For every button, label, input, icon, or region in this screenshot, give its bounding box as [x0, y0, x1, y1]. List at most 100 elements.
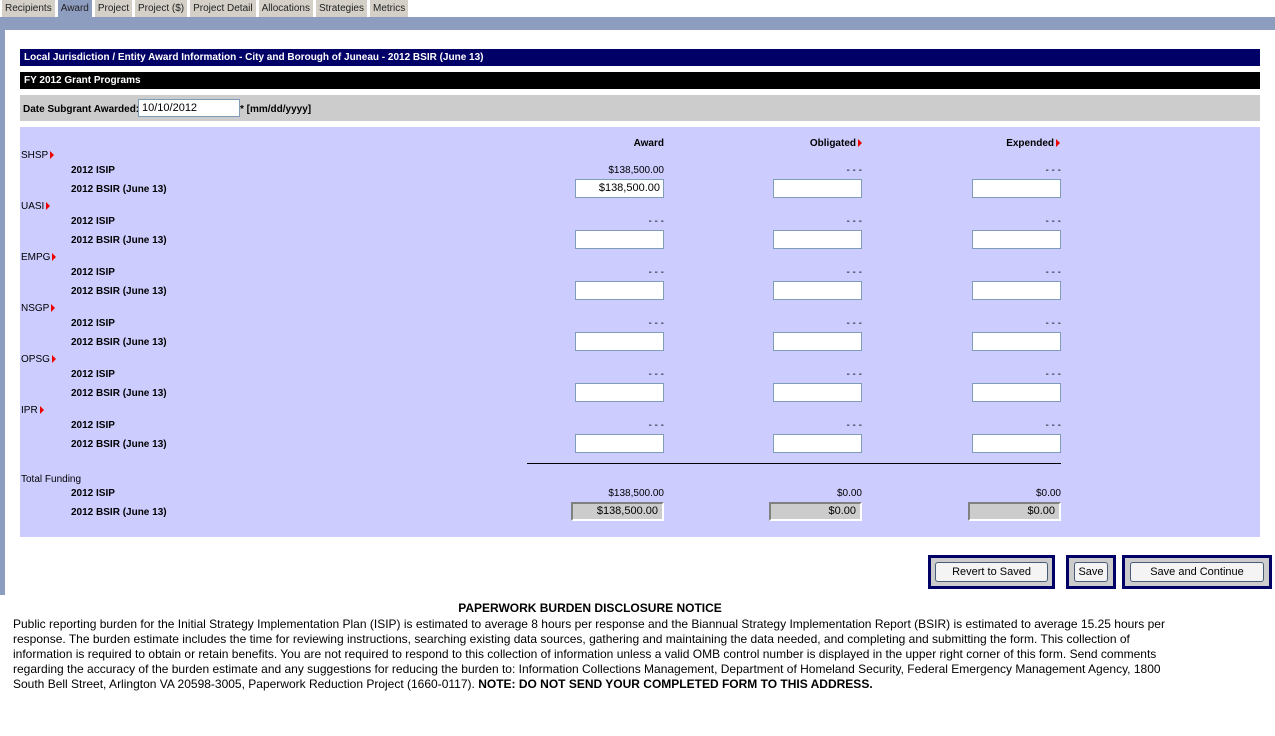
bsir-expended-input[interactable] [972, 383, 1061, 402]
isip-expended-value: - - - [1045, 318, 1061, 329]
bsir-obligated-input[interactable] [773, 332, 862, 351]
isip-label: 2012 ISIP [71, 369, 115, 380]
column-award: Award [633, 138, 664, 149]
tab-recipients[interactable]: Recipients [2, 0, 55, 17]
revert-button-frame: Revert to Saved [928, 555, 1055, 589]
grant-programs-panel: Award Obligated Expended Total Funding 2… [20, 127, 1260, 537]
page-title: Local Jurisdiction / Entity Award Inform… [20, 49, 1260, 66]
program-shsp[interactable]: SHSP [21, 150, 55, 161]
bsir-award-input[interactable] [575, 332, 664, 351]
bsir-expended-input[interactable] [972, 434, 1061, 453]
bsir-award-input[interactable]: $138,500.00 [575, 179, 664, 198]
total-isip-award: $138,500.00 [608, 488, 664, 499]
expand-arrow-icon[interactable] [52, 253, 57, 261]
date-format-hint: * [mm/dd/yyyy] [240, 104, 312, 115]
isip-obligated-value: - - - [846, 216, 862, 227]
isip-award-value: - - - [648, 318, 664, 329]
program-uasi[interactable]: UASI [21, 201, 51, 212]
notice-text: Public reporting burden for the Initial … [13, 617, 1165, 691]
tab-strategies[interactable]: Strategies [315, 0, 367, 17]
expand-arrow-icon[interactable] [46, 202, 51, 210]
bsir-label: 2012 BSIR (June 13) [71, 286, 167, 297]
isip-expended-value: - - - [1045, 216, 1061, 227]
total-funding-label: Total Funding [21, 474, 82, 485]
tab-award[interactable]: Award [57, 0, 92, 17]
expand-arrow-icon[interactable] [51, 355, 56, 363]
program-name: EMPG [21, 252, 51, 263]
bsir-award-input[interactable] [575, 383, 664, 402]
column-obligated[interactable]: Obligated [742, 138, 862, 149]
save-button-frame: Save [1066, 555, 1116, 589]
program-empg[interactable]: EMPG [21, 252, 57, 263]
tab-allocations[interactable]: Allocations [258, 0, 313, 17]
bsir-award-input[interactable] [575, 281, 664, 300]
column-expended[interactable]: Expended [940, 138, 1060, 149]
program-name: IPR [21, 405, 38, 416]
total-bsir-label: 2012 BSIR (June 13) [71, 507, 167, 518]
bsir-obligated-input[interactable] [773, 179, 862, 198]
total-isip-expended: $0.00 [1035, 488, 1061, 499]
isip-obligated-value: - - - [846, 267, 862, 278]
save-and-continue-button[interactable]: Save and Continue [1130, 562, 1264, 582]
isip-expended-value: - - - [1045, 420, 1061, 431]
isip-award-value: - - - [648, 216, 664, 227]
tab-project[interactable]: Project [94, 0, 132, 17]
bsir-expended-input[interactable] [972, 332, 1061, 351]
isip-obligated-value: - - - [846, 318, 862, 329]
total-bsir-expended: $0.00 [968, 502, 1061, 521]
date-subgrant-awarded-input[interactable] [138, 99, 240, 117]
bsir-label: 2012 BSIR (June 13) [71, 337, 167, 348]
bsir-obligated-input[interactable] [773, 434, 862, 453]
isip-label: 2012 ISIP [71, 420, 115, 431]
bsir-award-input[interactable] [575, 434, 664, 453]
bsir-expended-input[interactable] [972, 230, 1061, 249]
isip-label: 2012 ISIP [71, 318, 115, 329]
isip-label: 2012 ISIP [71, 165, 115, 176]
save-continue-button-frame: Save and Continue [1122, 555, 1272, 589]
date-row: Date Subgrant Awarded: * [mm/dd/yyyy] [20, 95, 1260, 121]
expand-arrow-icon[interactable] [858, 139, 862, 147]
bsir-label: 2012 BSIR (June 13) [71, 235, 167, 246]
isip-label: 2012 ISIP [71, 216, 115, 227]
tab-underline-bar [0, 17, 1275, 30]
bsir-label: 2012 BSIR (June 13) [71, 388, 167, 399]
bsir-expended-input[interactable] [972, 179, 1061, 198]
isip-obligated-value: - - - [846, 369, 862, 380]
save-button[interactable]: Save [1074, 562, 1108, 582]
section-title: FY 2012 Grant Programs [20, 72, 1260, 89]
tab-bar: Recipients Award Project Project ($) Project… [0, 0, 409, 17]
bsir-award-input[interactable] [575, 230, 664, 249]
program-ipr[interactable]: IPR [21, 405, 44, 416]
program-opsg[interactable]: OPSG [21, 354, 56, 365]
tab-metrics[interactable]: Metrics [369, 0, 409, 17]
isip-award-value: - - - [648, 267, 664, 278]
bsir-expended-input[interactable] [972, 281, 1061, 300]
expand-arrow-icon[interactable] [39, 406, 44, 414]
program-nsgp[interactable]: NSGP [21, 303, 56, 314]
bsir-obligated-input[interactable] [773, 230, 862, 249]
notice-title: PAPERWORK BURDEN DISCLOSURE NOTICE [458, 601, 722, 615]
isip-award-value: - - - [648, 369, 664, 380]
expand-arrow-icon[interactable] [50, 151, 55, 159]
total-bsir-obligated: $0.00 [769, 502, 862, 521]
program-name: SHSP [21, 150, 49, 161]
isip-expended-value: - - - [1045, 267, 1061, 278]
expand-arrow-icon[interactable] [1056, 139, 1060, 147]
tab-project[interactable]: Project ($) [135, 0, 188, 17]
isip-award-value: $138,500.00 [608, 165, 664, 176]
bsir-obligated-input[interactable] [773, 383, 862, 402]
tab-project-detail[interactable]: Project Detail [190, 0, 256, 17]
isip-award-value: - - - [648, 420, 664, 431]
program-name: OPSG [21, 354, 50, 365]
total-isip-label: 2012 ISIP [71, 488, 115, 499]
notice-body: Public reporting burden for the Initial … [13, 617, 1183, 692]
bsir-label: 2012 BSIR (June 13) [71, 184, 167, 195]
expand-arrow-icon[interactable] [51, 304, 56, 312]
isip-label: 2012 ISIP [71, 267, 115, 278]
revert-to-saved-button[interactable]: Revert to Saved [935, 562, 1048, 582]
notice-warning: NOTE: DO NOT SEND YOUR COMPLETED FORM TO… [478, 677, 873, 691]
date-label: Date Subgrant Awarded: [23, 104, 140, 115]
bsir-obligated-input[interactable] [773, 281, 862, 300]
totals-divider [527, 463, 1061, 464]
left-border [0, 30, 5, 595]
